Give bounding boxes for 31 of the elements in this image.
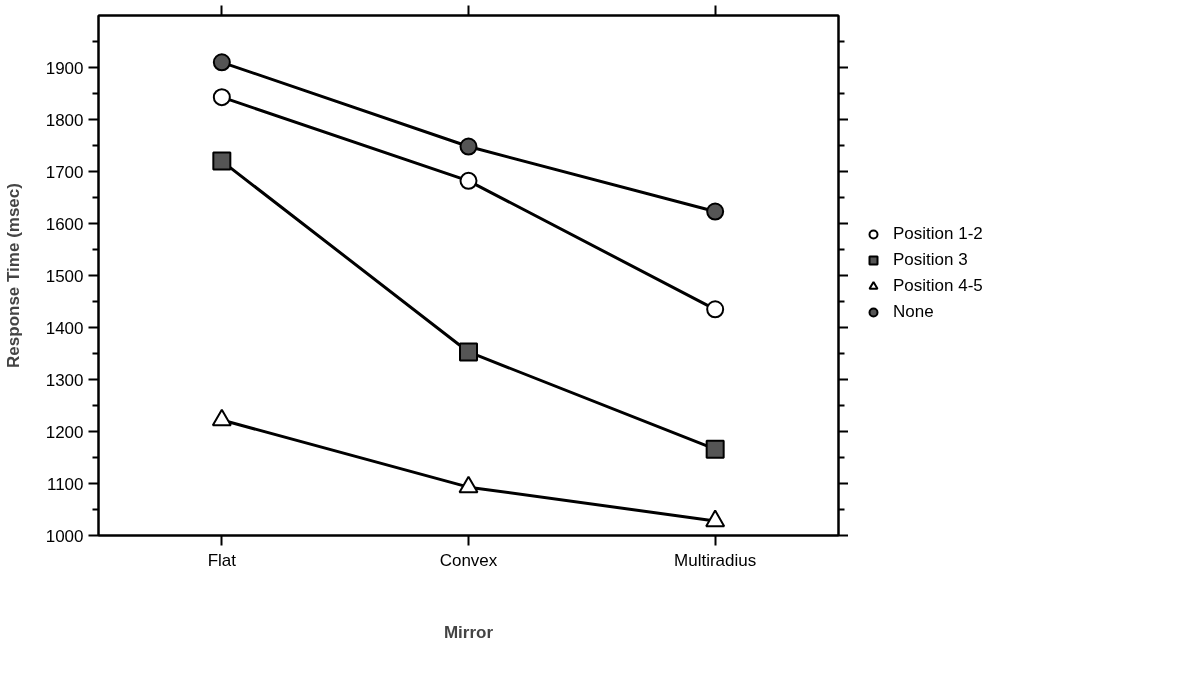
point: [212, 151, 232, 171]
point: [705, 509, 726, 528]
x-axis-title: Mirror: [443, 622, 494, 642]
y-tick-label: 1100: [46, 474, 84, 494]
y-tick-label: 1600: [45, 214, 84, 234]
point: [459, 137, 478, 156]
point: [706, 202, 725, 221]
legend-label: None: [893, 302, 934, 322]
point: [459, 342, 478, 362]
y-tick-label: 1300: [45, 370, 84, 390]
x-tick-label: Convex: [439, 550, 498, 570]
y-tick-label: 1700: [45, 162, 84, 182]
point: [212, 88, 231, 107]
x-tick-label: Multiradius: [674, 550, 757, 570]
y-tick-label: 1000: [45, 526, 84, 546]
legend-label: Position 1-2: [893, 224, 983, 244]
point: [459, 171, 478, 190]
point: [211, 408, 232, 427]
x-tick-label: Flat: [207, 550, 237, 570]
y-tick-label: 1500: [45, 266, 84, 286]
legend-label: Position 4-5: [893, 276, 983, 296]
legend-label: Position 3: [893, 250, 968, 270]
y-tick-label: 1900: [45, 58, 84, 78]
point: [705, 439, 725, 459]
point: [706, 300, 725, 319]
point: [458, 475, 479, 494]
y-tick-label: 1200: [45, 422, 84, 442]
y-axis-title: Response Time (msec): [3, 183, 23, 368]
y-tick-label: 1400: [45, 318, 84, 338]
point: [212, 53, 231, 72]
y-tick-label: 1800: [45, 110, 84, 130]
